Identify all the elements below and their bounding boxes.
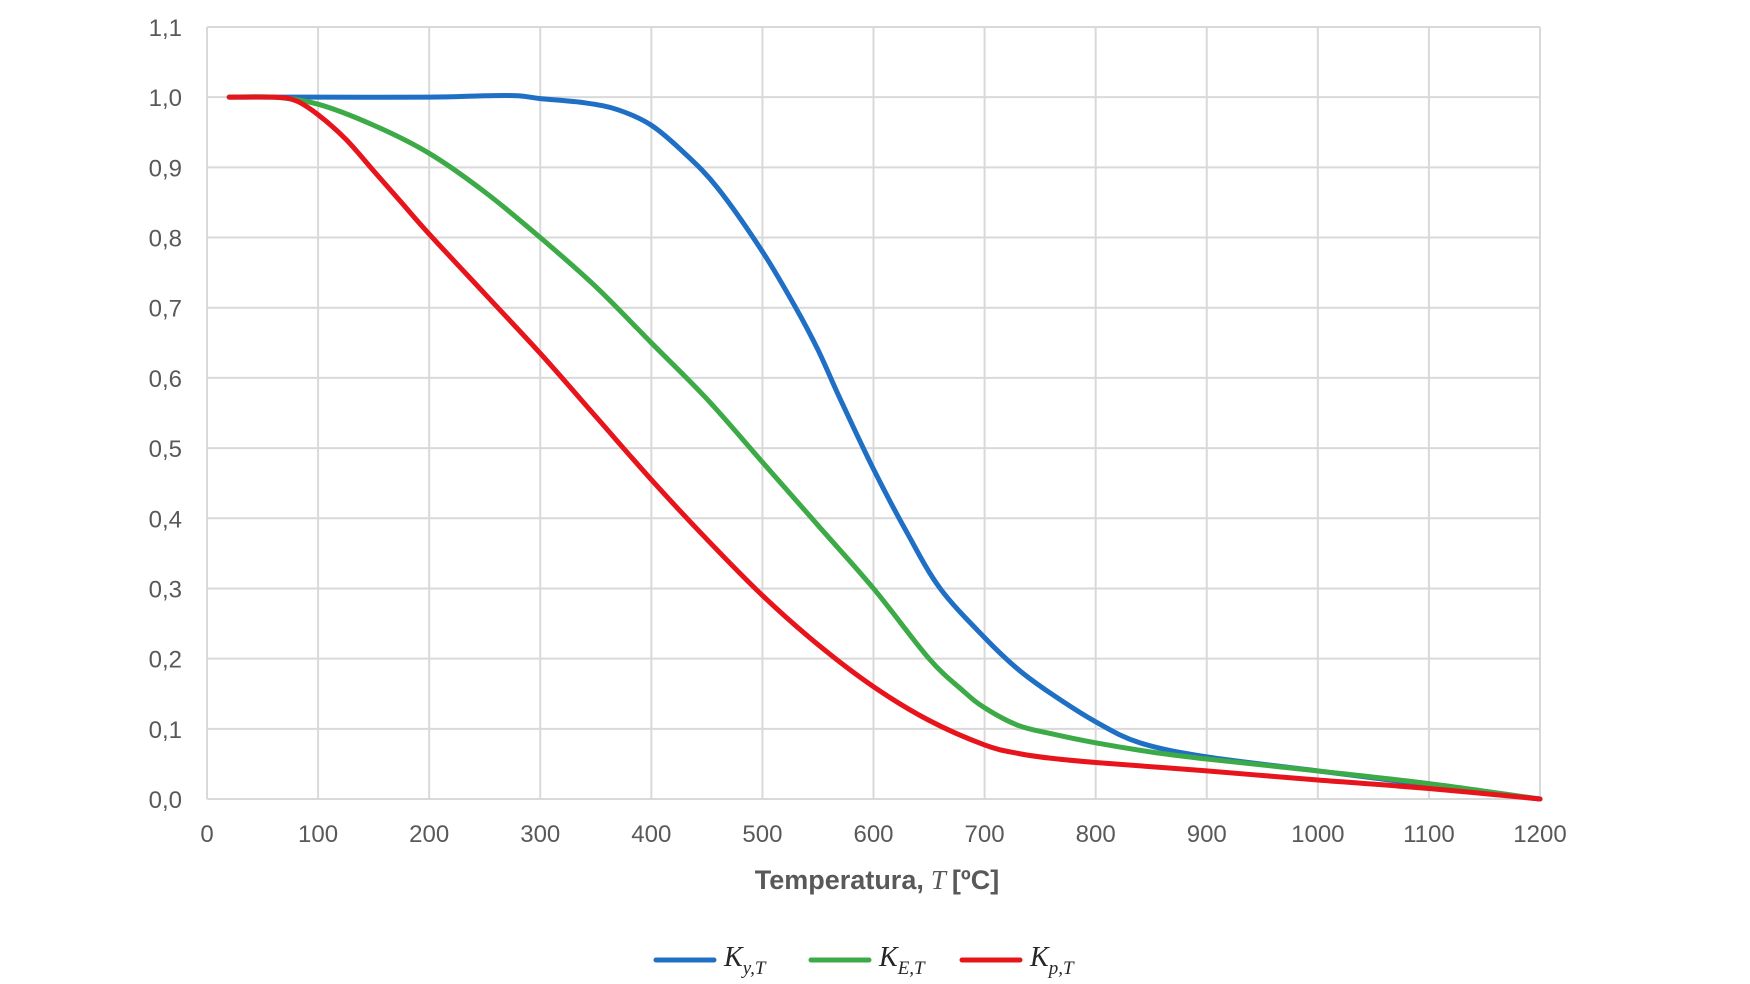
legend-label-main: K (1029, 942, 1050, 973)
legend-label: Kp,T (1029, 942, 1075, 979)
y-tick-label: 0,0 (149, 787, 182, 814)
legend-label-subscript: y,T (741, 958, 767, 979)
x-axis-title-symbol: T (931, 865, 948, 895)
x-axis-title-text: Temperatura, (755, 865, 924, 895)
y-axis-ticks: 0,0 0,1 0,2 0,3 0,4 0,5 0,6 0,7 0,8 0,9 1,0 1,1 (149, 15, 182, 814)
legend-label: KE,T (878, 942, 926, 979)
x-tick-label: 1000 (1291, 821, 1344, 848)
legend-label-subscript: p,T (1047, 958, 1075, 979)
x-tick-label: 900 (1187, 821, 1227, 848)
legend-item-ky: Ky,T (653, 942, 767, 979)
x-tick-label: 700 (965, 821, 1005, 848)
x-tick-label: 300 (520, 821, 560, 848)
x-tick-label: 100 (298, 821, 338, 848)
legend-label-main: K (723, 942, 744, 973)
y-tick-label: 0,8 (149, 226, 182, 253)
y-tick-label: 0,7 (149, 296, 182, 323)
series-ky-line (226, 93, 1543, 802)
x-tick-label: 400 (631, 821, 671, 848)
y-tick-label: 0,9 (149, 155, 182, 182)
x-axis-ticks: 0 100 200 300 400 500 600 700 800 900 1000 1100 1200 (200, 821, 1566, 848)
y-tick-label: 0,1 (149, 717, 182, 744)
x-tick-label: 500 (742, 821, 782, 848)
x-axis-title: Temperatura, T [ºC] (755, 865, 999, 895)
y-tick-label: 0,3 (149, 576, 182, 603)
x-tick-label: 800 (1076, 821, 1116, 848)
x-tick-label: 1200 (1513, 821, 1566, 848)
y-tick-label: 1,1 (149, 15, 182, 42)
series-kp-line (226, 94, 1543, 802)
legend-label-subscript: E,T (897, 958, 926, 979)
y-tick-label: 0,2 (149, 647, 182, 674)
y-tick-label: 0,4 (149, 506, 182, 533)
legend-label: Ky,T (723, 942, 767, 979)
series-ke-line (226, 94, 1543, 802)
x-tick-label: 600 (853, 821, 893, 848)
y-tick-label: 0,5 (149, 436, 182, 463)
grid (206, 26, 1541, 800)
legend-item-ke: KE,T (808, 942, 926, 979)
x-axis-title-unit: [ºC] (952, 865, 999, 895)
y-tick-label: 1,0 (149, 85, 182, 112)
series-group (226, 93, 1543, 802)
x-tick-label: 0 (200, 821, 213, 848)
legend-label-main: K (878, 942, 899, 973)
x-tick-label: 1100 (1403, 821, 1455, 848)
y-tick-label: 0,6 (149, 366, 182, 393)
legend-item-kp: Kp,T (959, 942, 1075, 979)
x-tick-label: 200 (409, 821, 449, 848)
legend: Ky,T KE,T Kp,T (653, 942, 1075, 979)
